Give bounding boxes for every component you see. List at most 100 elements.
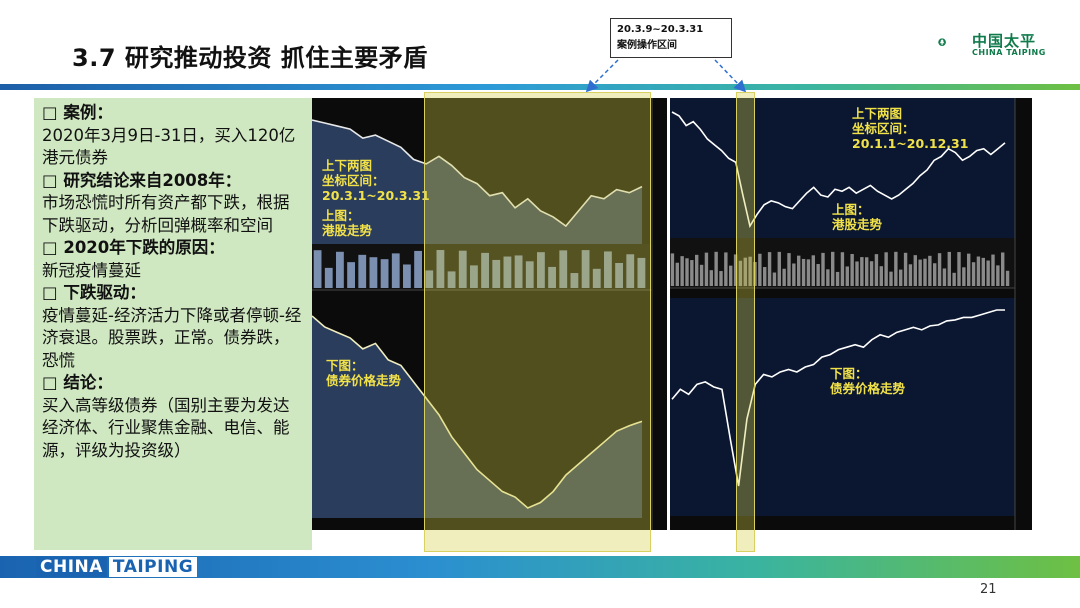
left-volume-bar bbox=[470, 265, 478, 288]
left-bottom-label-l1: 下图： bbox=[326, 358, 364, 373]
right-volume-bar bbox=[933, 263, 937, 286]
right-volume-bar bbox=[806, 259, 811, 286]
right-volume-bar bbox=[947, 251, 951, 286]
right-volume-bar bbox=[690, 260, 694, 286]
right-range-label-l3: 20.1.1~20.12.31 bbox=[852, 136, 969, 151]
title-divider bbox=[0, 84, 1080, 90]
right-volume-bar bbox=[704, 252, 709, 286]
right-volume-bar bbox=[976, 256, 981, 286]
right-volume-bar bbox=[685, 258, 689, 286]
left-volume-bar bbox=[537, 252, 545, 288]
left-volume-bar bbox=[380, 259, 389, 288]
right-volume-bar bbox=[967, 253, 971, 286]
right-volume-bar bbox=[763, 267, 767, 286]
left-volume-bar bbox=[548, 266, 556, 288]
right-volume-bar bbox=[695, 254, 699, 286]
left-top-label-l1: 上图： bbox=[322, 208, 360, 223]
right-volume-bar bbox=[865, 257, 869, 286]
right-top-label-l2: 港股走势 bbox=[832, 217, 883, 232]
right-volume-bar bbox=[899, 269, 903, 286]
left-top-label-l2: 港股走势 bbox=[322, 223, 373, 238]
right-volume-bar bbox=[874, 254, 879, 286]
left-chart-svg bbox=[311, 98, 667, 530]
left-bottom-label-l2: 债券价格走势 bbox=[326, 373, 402, 388]
right-volume-bar bbox=[971, 262, 976, 286]
right-volume-bar bbox=[733, 254, 738, 286]
right-volume-bar bbox=[709, 270, 713, 286]
left-volume-bar bbox=[492, 259, 501, 288]
left-volume-bar bbox=[414, 250, 422, 288]
left-volume-bar bbox=[592, 268, 601, 288]
right-volume-bar bbox=[845, 266, 849, 286]
left-volume-bar bbox=[358, 254, 367, 288]
right-volume-bar bbox=[1005, 270, 1010, 286]
right-volume-bar bbox=[928, 255, 932, 286]
left-volume-bar bbox=[391, 253, 400, 288]
left-volume-bar bbox=[626, 254, 635, 288]
left-volume-bar bbox=[369, 257, 378, 288]
right-volume-bar bbox=[797, 255, 801, 286]
summary-heading-conclusion: □ 结论： bbox=[42, 373, 113, 392]
left-volume-bar bbox=[570, 273, 579, 288]
right-volume-bar bbox=[792, 263, 796, 286]
summary-heading-case: □ 案例： bbox=[42, 103, 113, 122]
left-hsi-fill bbox=[312, 120, 642, 244]
right-volume-bar bbox=[991, 254, 995, 286]
logo-english-name: CHINA TAIPING bbox=[972, 48, 1046, 57]
left-volume-bar bbox=[324, 267, 333, 288]
left-volume-bar bbox=[525, 261, 534, 288]
left-volume-bars bbox=[313, 250, 646, 288]
left-volume-bar bbox=[425, 270, 434, 288]
right-top-label-l1: 上图： bbox=[832, 202, 870, 217]
right-volume-bar bbox=[801, 258, 806, 286]
right-volume-bar bbox=[855, 261, 859, 286]
right-top-label: 上图： 港股走势 bbox=[832, 202, 882, 232]
summary-heading-reason: □ 2020年下跌的原因： bbox=[42, 238, 225, 257]
summary-heading-driver: □ 下跌驱动： bbox=[42, 283, 146, 302]
right-bottom-label: 下图： 债券价格走势 bbox=[830, 366, 905, 396]
footer-logo: CHINA TAIPING bbox=[36, 556, 198, 578]
case-summary-panel: □ 案例： 2020年3月9日-31日，买入120亿港元债券 □ 研究结论来自2… bbox=[34, 98, 312, 550]
callout-caption: 案例操作区间 bbox=[617, 40, 677, 51]
summary-text-reason: 新冠疫情蔓延 bbox=[42, 260, 141, 280]
left-chart-panel: 上下两图 坐标区间： 20.3.1~20.3.31 上图： 港股走势 下图： 债… bbox=[311, 98, 667, 530]
right-volume-bar bbox=[981, 257, 985, 286]
right-volume-bar bbox=[942, 268, 947, 286]
left-bond-area-series bbox=[311, 315, 643, 518]
left-volume-bar bbox=[514, 255, 523, 288]
right-volume-bar bbox=[913, 255, 917, 286]
left-volume-bar bbox=[336, 251, 344, 288]
summary-text-case: 2020年3月9日-31日，买入120亿港元债券 bbox=[42, 125, 296, 168]
summary-text-research: 市场恐慌时所有资产都下跌，根据下跌驱动，分析回弹概率和空间 bbox=[42, 193, 290, 235]
right-volume-bar bbox=[816, 264, 820, 286]
right-chart-panel: 上下两图 坐标区间： 20.1.1~20.12.31 上图： 港股走势 下图： … bbox=[670, 98, 1032, 530]
right-volume-bar bbox=[670, 253, 675, 286]
right-volume-bar bbox=[811, 255, 815, 286]
left-volume-bar bbox=[604, 251, 612, 288]
right-volume-bar bbox=[884, 252, 888, 286]
right-volume-bar bbox=[758, 253, 762, 286]
left-volume-bar bbox=[347, 262, 355, 288]
right-hsi-line-series bbox=[671, 111, 1006, 229]
right-operation-highlight bbox=[736, 92, 755, 552]
left-volume-bar bbox=[436, 250, 445, 288]
right-volume-bar bbox=[879, 266, 883, 286]
footer-logo-word1: CHINA bbox=[36, 557, 107, 577]
left-hsi-area-series bbox=[311, 119, 643, 244]
right-volume-bar bbox=[850, 254, 854, 286]
callout-date-range: 20.3.9~20.3.31 bbox=[617, 24, 704, 35]
left-volume-bar bbox=[313, 250, 322, 288]
left-volume-bar bbox=[615, 263, 623, 288]
right-volume-bar bbox=[840, 252, 845, 286]
right-volume-bar bbox=[724, 252, 728, 286]
right-volume-bar bbox=[772, 272, 777, 286]
left-range-label-l2: 坐标区间： bbox=[322, 173, 385, 188]
right-volume-bar bbox=[821, 252, 825, 286]
right-hsi bbox=[671, 111, 1006, 229]
right-volume-bar bbox=[767, 252, 772, 286]
left-volume-bar bbox=[403, 264, 411, 288]
logo-chinese-name: 中国太平 bbox=[972, 32, 1037, 50]
operation-period-callout: 20.3.9~20.3.31 案例操作区间 bbox=[610, 18, 732, 58]
left-volume-bar bbox=[447, 271, 456, 288]
right-volume-bar bbox=[903, 252, 908, 286]
